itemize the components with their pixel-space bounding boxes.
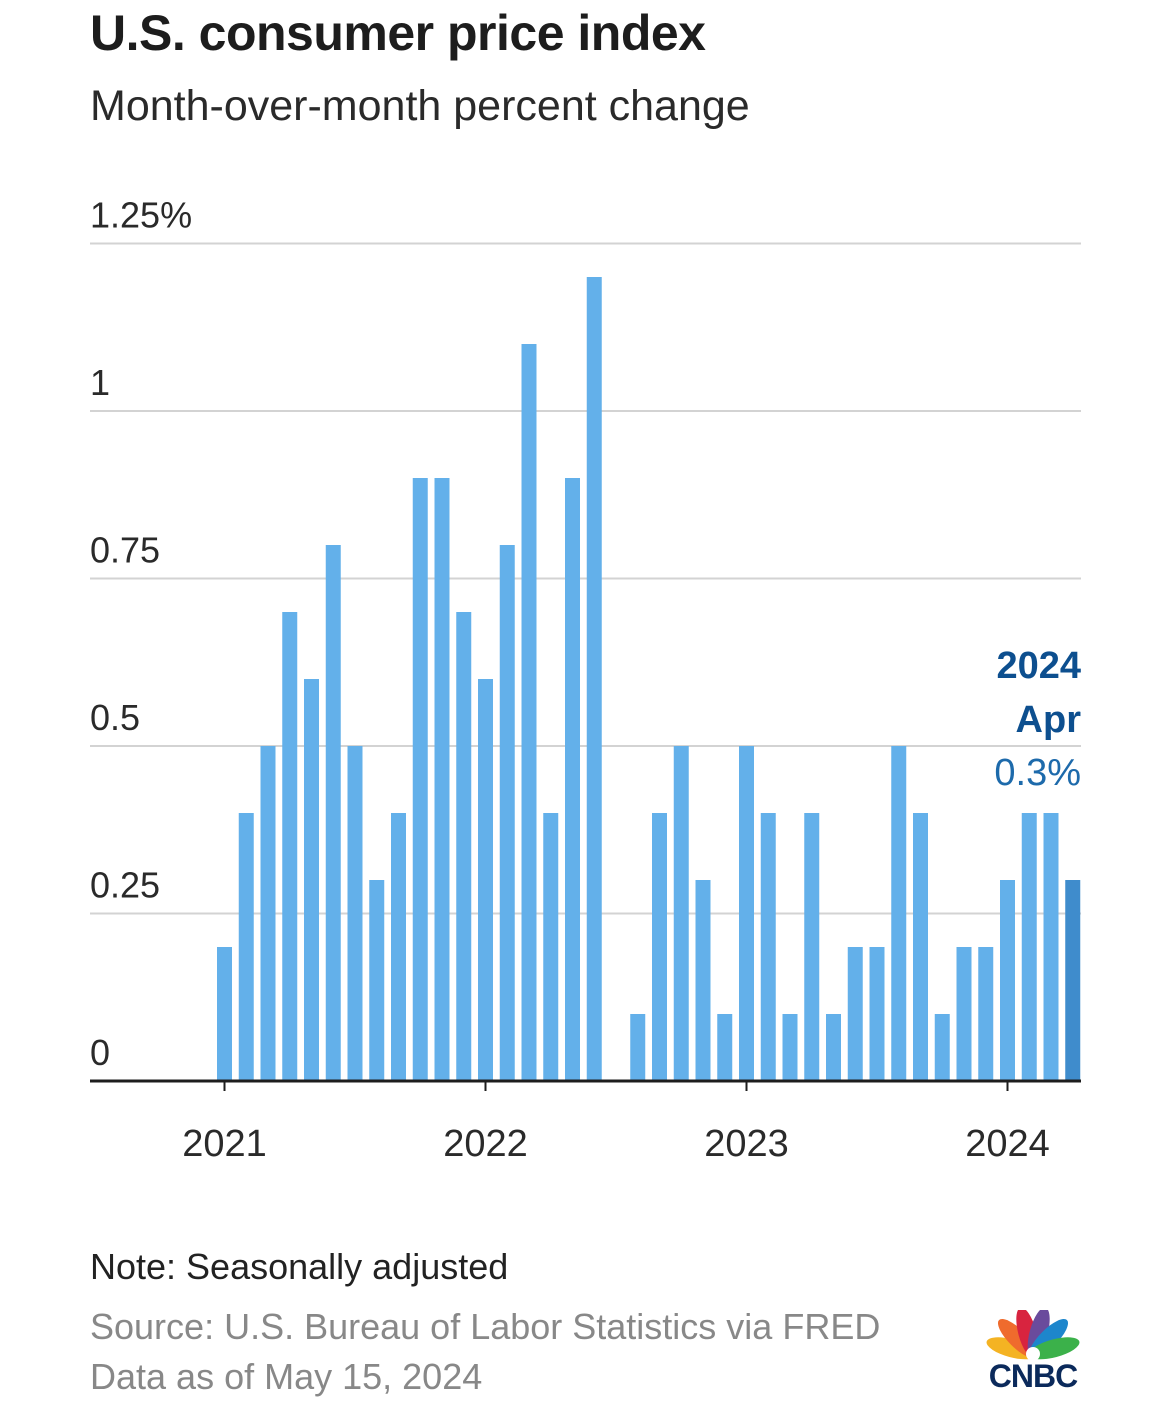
bar-2023-03: [782, 1014, 798, 1081]
bar-2021-11: [434, 478, 450, 1081]
callout-value: 0.3%: [994, 752, 1081, 794]
bar-2021-10: [412, 478, 428, 1081]
chart-title: U.S. consumer price index: [90, 5, 706, 61]
y-tick-label: 1.25%: [90, 195, 192, 236]
bar-2022-09: [652, 813, 667, 1081]
data-as-of-line: Data as of May 15, 2024: [90, 1356, 483, 1397]
bar-2022-02: [499, 545, 515, 1081]
latest-value-callout: 2024 Apr 0.3%: [994, 645, 1081, 794]
cnbc-peacock-icon: [986, 1307, 1080, 1361]
bar-2024-01: [1000, 880, 1015, 1081]
bar-2022-12: [717, 1014, 733, 1081]
cnbc-logo: CNBC: [980, 1307, 1086, 1396]
bar-2023-05: [826, 1014, 841, 1081]
x-axis-ticks: 2021 2022 2023 2024: [182, 1081, 1050, 1165]
bar-2022-11: [695, 880, 711, 1081]
bar-2023-08: [891, 746, 907, 1081]
y-tick-label: 1: [90, 362, 110, 403]
chart-subtitle: Month-over-month percent change: [90, 82, 750, 130]
y-axis-tick-labels: 0 0.25 0.5 0.75 1 1.25%: [90, 195, 192, 1074]
bar-2021-04: [282, 612, 298, 1081]
x-tick-label-2024: 2024: [965, 1123, 1050, 1165]
bar-2021-05: [304, 679, 319, 1081]
callout-year: 2024: [996, 645, 1081, 687]
bar-2022-03: [521, 344, 537, 1081]
bar-2022-01: [478, 679, 493, 1081]
bar-2022-04: [543, 813, 559, 1081]
bar-2023-11: [956, 947, 972, 1081]
bar-2023-06: [847, 947, 863, 1081]
bar-2023-12: [978, 947, 994, 1081]
y-tick-label: 0.5: [90, 697, 140, 738]
bar-2022-05: [565, 478, 580, 1081]
x-tick-label-2021: 2021: [182, 1123, 267, 1165]
y-tick-label: 0.25: [90, 865, 160, 906]
bar-2023-04: [804, 813, 820, 1081]
x-tick-label-2022: 2022: [443, 1123, 528, 1165]
bar-2021-09: [391, 813, 406, 1081]
source-line: Source: U.S. Bureau of Labor Statistics …: [90, 1306, 881, 1347]
bar-2024-03: [1043, 813, 1059, 1081]
y-tick-label: 0: [90, 1032, 110, 1073]
bar-2021-02: [238, 813, 254, 1081]
gridlines: [90, 242, 1081, 915]
bar-2023-01: [739, 746, 754, 1081]
bar-2021-07: [347, 746, 363, 1081]
bar-2023-02: [760, 813, 776, 1081]
footnote-seasonal: Note: Seasonally adjusted: [90, 1246, 509, 1287]
callout-month: Apr: [1016, 699, 1082, 741]
bar-2022-08: [630, 1014, 646, 1081]
x-tick-label-2023: 2023: [704, 1123, 789, 1165]
bar-2021-08: [369, 880, 385, 1081]
bar-2021-01: [217, 947, 232, 1081]
cpi-bar-chart: 0 0.25 0.5 0.75 1 1.25% 2021 2022 2023 2024 2024…: [90, 195, 1081, 1165]
cnbc-wordmark: CNBC: [988, 1358, 1078, 1394]
bars: [217, 277, 1081, 1081]
bar-2021-06: [325, 545, 341, 1081]
bar-2023-09: [913, 813, 928, 1081]
y-tick-label: 0.75: [90, 530, 160, 571]
bar-2021-12: [456, 612, 472, 1081]
bar-2023-10: [934, 1014, 950, 1081]
bar-2024-04: [1065, 880, 1081, 1081]
bar-2022-06: [586, 277, 602, 1081]
bar-2024-02: [1021, 813, 1037, 1081]
bar-2021-03: [260, 746, 276, 1081]
bar-2023-07: [869, 947, 885, 1081]
bar-2022-10: [673, 746, 689, 1081]
